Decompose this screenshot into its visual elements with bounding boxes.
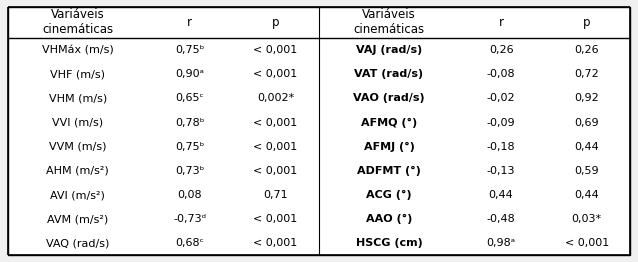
- Text: VHM (m/s): VHM (m/s): [48, 93, 107, 103]
- Text: AAO (°): AAO (°): [366, 214, 412, 224]
- Text: ACG (°): ACG (°): [366, 190, 412, 200]
- Text: 0,44: 0,44: [574, 142, 599, 152]
- Text: VHMáx (m/s): VHMáx (m/s): [42, 45, 114, 55]
- Text: 0,59: 0,59: [574, 166, 599, 176]
- Text: AFMQ (°): AFMQ (°): [361, 117, 417, 128]
- Text: 0,71: 0,71: [263, 190, 288, 200]
- Text: Variáveis
cinemáticas: Variáveis cinemáticas: [42, 8, 114, 36]
- Text: < 0,001: < 0,001: [253, 69, 297, 79]
- Text: 0,44: 0,44: [489, 190, 514, 200]
- Text: 0,65ᶜ: 0,65ᶜ: [175, 93, 204, 103]
- Text: 0,26: 0,26: [489, 45, 514, 55]
- Text: HSCG (cm): HSCG (cm): [355, 238, 422, 248]
- Text: VAT (rad/s): VAT (rad/s): [355, 69, 424, 79]
- Text: VHF (m/s): VHF (m/s): [50, 69, 105, 79]
- Text: r: r: [498, 16, 503, 29]
- Text: 0,90ᵃ: 0,90ᵃ: [175, 69, 204, 79]
- Text: < 0,001: < 0,001: [253, 142, 297, 152]
- Text: AFMJ (°): AFMJ (°): [364, 142, 415, 152]
- Text: VAQ (rad/s): VAQ (rad/s): [46, 238, 110, 248]
- Text: -0,02: -0,02: [487, 93, 516, 103]
- Text: VVI (m/s): VVI (m/s): [52, 118, 103, 128]
- Text: 0,44: 0,44: [574, 190, 599, 200]
- Text: 0,69: 0,69: [574, 118, 599, 128]
- Text: < 0,001: < 0,001: [253, 118, 297, 128]
- Text: 0,03*: 0,03*: [572, 214, 602, 224]
- Text: 0,08: 0,08: [177, 190, 202, 200]
- Text: p: p: [272, 16, 279, 29]
- Text: -0,48: -0,48: [487, 214, 516, 224]
- Text: -0,18: -0,18: [487, 142, 516, 152]
- Text: p: p: [583, 16, 590, 29]
- Text: 0,75ᵇ: 0,75ᵇ: [175, 45, 205, 55]
- Text: 0,98ᵃ: 0,98ᵃ: [487, 238, 516, 248]
- Text: VAO (rad/s): VAO (rad/s): [353, 93, 425, 103]
- Text: 0,002*: 0,002*: [257, 93, 294, 103]
- Text: < 0,001: < 0,001: [253, 166, 297, 176]
- Text: VVM (m/s): VVM (m/s): [49, 142, 107, 152]
- Text: 0,92: 0,92: [574, 93, 599, 103]
- Text: 0,26: 0,26: [574, 45, 599, 55]
- Text: VAJ (rad/s): VAJ (rad/s): [356, 45, 422, 55]
- Text: < 0,001: < 0,001: [253, 238, 297, 248]
- Text: r: r: [188, 16, 192, 29]
- Text: -0,73ᵈ: -0,73ᵈ: [174, 214, 206, 224]
- Text: ADFMT (°): ADFMT (°): [357, 166, 421, 176]
- Text: -0,13: -0,13: [487, 166, 516, 176]
- Text: 0,73ᵇ: 0,73ᵇ: [175, 166, 205, 176]
- Text: 0,75ᵇ: 0,75ᵇ: [175, 142, 205, 152]
- Text: AVM (m/s²): AVM (m/s²): [47, 214, 108, 224]
- Text: -0,09: -0,09: [487, 118, 516, 128]
- Text: < 0,001: < 0,001: [565, 238, 609, 248]
- Text: 0,72: 0,72: [574, 69, 599, 79]
- Text: AVI (m/s²): AVI (m/s²): [50, 190, 105, 200]
- Text: -0,08: -0,08: [487, 69, 516, 79]
- Text: Variáveis
cinemáticas: Variáveis cinemáticas: [353, 8, 425, 36]
- Text: 0,78ᵇ: 0,78ᵇ: [175, 118, 205, 128]
- Text: AHM (m/s²): AHM (m/s²): [47, 166, 109, 176]
- Text: < 0,001: < 0,001: [253, 214, 297, 224]
- FancyBboxPatch shape: [8, 7, 630, 255]
- Text: < 0,001: < 0,001: [253, 45, 297, 55]
- Text: 0,68ᶜ: 0,68ᶜ: [175, 238, 204, 248]
